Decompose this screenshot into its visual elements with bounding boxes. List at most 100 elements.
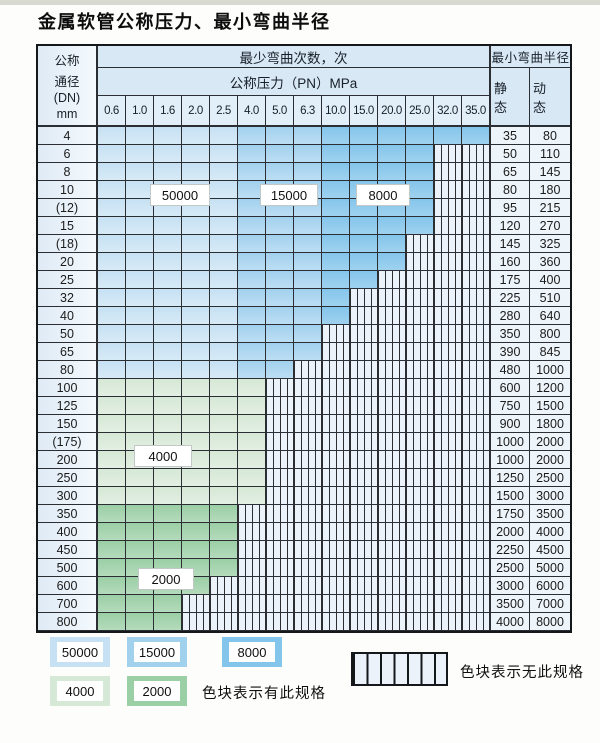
static-value-cell: 3500 [490,595,530,613]
pressure-tick: 25.0 [406,96,434,127]
spec-cell [406,217,434,235]
spec-cell [182,127,210,145]
dynamic-value-cell: 1500 [530,397,570,415]
spec-cell [238,271,266,289]
dn-cell: 8 [38,163,98,181]
spec-cell [210,505,238,523]
no-spec-cell [462,415,490,433]
spec-cell [238,325,266,343]
spec-cell [126,307,154,325]
dynamic-value-cell: 145 [530,163,570,181]
spec-cell [294,127,322,145]
spec-cell [238,163,266,181]
spec-cell [98,289,126,307]
no-spec-cell [350,487,378,505]
no-spec-cell [406,541,434,559]
spec-cell [210,271,238,289]
spec-cell [378,235,406,253]
spec-cell [294,145,322,163]
no-spec-cell [462,613,490,631]
spec-cell [238,235,266,253]
spec-cell [126,163,154,181]
spec-cell [294,343,322,361]
pressure-tick: 4.0 [238,96,266,127]
dn-cell: 32 [38,289,98,307]
no-spec-cell [294,433,322,451]
no-spec-cell [434,541,462,559]
dynamic-value-cell: 360 [530,253,570,271]
dynamic-value-cell: 640 [530,307,570,325]
no-spec-cell [322,415,350,433]
spec-cell [294,325,322,343]
table-row: 150 900 1800 [38,415,570,433]
static-value-cell: 280 [490,307,530,325]
no-spec-cell [378,487,406,505]
spec-cell [182,397,210,415]
dynamic-value-cell: 1800 [530,415,570,433]
no-spec-cell [294,487,322,505]
no-spec-cell [238,613,266,631]
no-spec-cell [238,541,266,559]
no-spec-cell [434,451,462,469]
no-spec-cell [378,289,406,307]
spec-cell [182,415,210,433]
zone-label-2000: 2000 [138,568,194,590]
no-spec-cell [434,559,462,577]
spec-cell [350,253,378,271]
pressure-tick: 2.0 [182,96,210,127]
legend-swatch-2000-value: 2000 [134,681,180,701]
no-spec-cell [294,469,322,487]
spec-cell [98,379,126,397]
zone-label-15000: 15000 [260,184,318,206]
static-value-cell: 2250 [490,541,530,559]
no-spec-cell [182,595,210,613]
table-row: 40 280 640 [38,307,570,325]
spec-cell [154,307,182,325]
dynamic-value-cell: 2000 [530,451,570,469]
no-spec-cell [350,289,378,307]
no-spec-cell [378,613,406,631]
no-spec-cell [294,577,322,595]
no-spec-cell [406,379,434,397]
dynamic-value-cell: 4500 [530,541,570,559]
spec-cell [322,253,350,271]
no-spec-cell [462,289,490,307]
spec-cell [98,145,126,163]
no-spec-cell [266,541,294,559]
spec-cell [266,235,294,253]
spec-cell [182,289,210,307]
dn-cell: 800 [38,613,98,631]
no-spec-cell [238,523,266,541]
table-row: 80 480 1000 [38,361,570,379]
spec-cell [182,343,210,361]
no-spec-cell [434,595,462,613]
no-spec-cell [462,325,490,343]
spec-cell [154,415,182,433]
spec-cell [210,541,238,559]
dn-cell: 300 [38,487,98,505]
spec-cell [154,487,182,505]
spec-cell [98,577,126,595]
spec-cell [266,361,294,379]
no-spec-cell [434,163,462,181]
no-spec-cell [294,541,322,559]
no-spec-cell [434,397,462,415]
dn-cell: 125 [38,397,98,415]
spec-cell [210,469,238,487]
no-spec-cell [378,361,406,379]
spec-cell [210,127,238,145]
no-spec-cell [434,469,462,487]
no-spec-cell [462,433,490,451]
no-spec-cell [406,487,434,505]
pressure-tick: 1.6 [154,96,182,127]
spec-cell [294,307,322,325]
static-value-cell: 350 [490,325,530,343]
spec-cell [210,361,238,379]
table-row: 250 1250 2500 [38,469,570,487]
spec-cell [126,289,154,307]
no-spec-cell [350,613,378,631]
no-spec-cell [378,541,406,559]
no-spec-cell [378,523,406,541]
no-spec-cell [406,523,434,541]
no-spec-cell [406,325,434,343]
